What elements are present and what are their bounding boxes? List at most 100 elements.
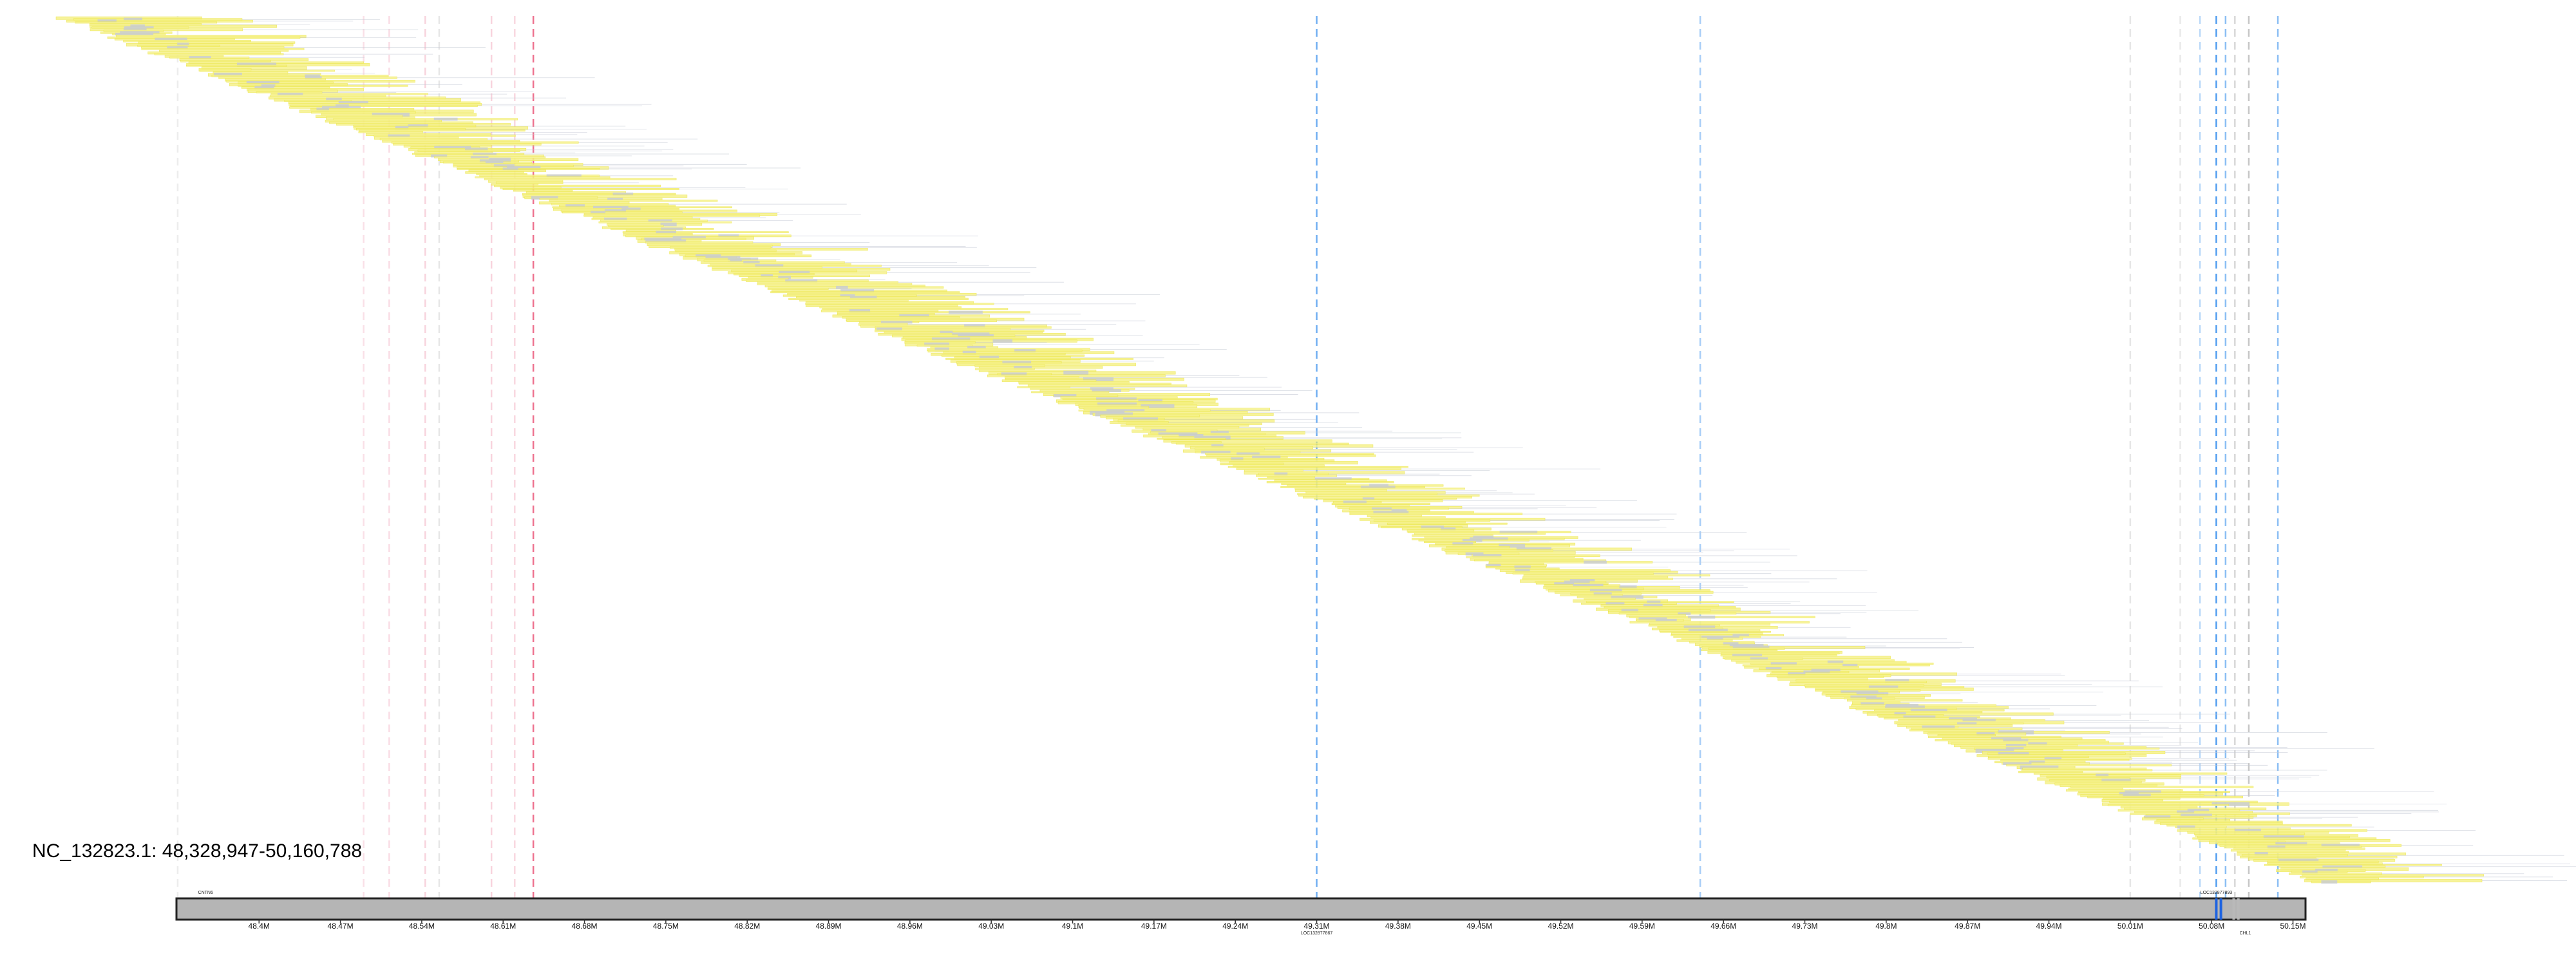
read-alignment[interactable]: [522, 194, 688, 198]
read-alignment[interactable]: [1120, 424, 1249, 427]
read-alignment[interactable]: [1031, 391, 1110, 393]
read-alignment[interactable]: [1298, 494, 1480, 497]
read-alignment[interactable]: [1236, 468, 1402, 470]
read-alignment[interactable]: [622, 231, 789, 234]
read-alignment[interactable]: [846, 319, 997, 323]
read-alignment[interactable]: [2102, 797, 2181, 800]
read-alignment[interactable]: [159, 50, 289, 52]
read-alignment[interactable]: [1523, 574, 1710, 576]
read-alignment[interactable]: [1414, 533, 1546, 535]
read-alignment[interactable]: [358, 131, 424, 133]
read-alignment[interactable]: [1163, 439, 1332, 443]
read-alignment[interactable]: [1017, 386, 1070, 388]
read-alignment[interactable]: [1722, 656, 1891, 659]
read-alignment[interactable]: [583, 214, 761, 217]
read-alignment[interactable]: [941, 354, 1085, 357]
read-alignment[interactable]: [2311, 880, 2371, 884]
read-alignment[interactable]: [1776, 676, 1884, 678]
read-alignment[interactable]: [1294, 488, 1465, 490]
read-alignment[interactable]: [2021, 769, 2153, 772]
read-alignment[interactable]: [552, 206, 732, 209]
read-alignment[interactable]: [837, 311, 1030, 314]
read-alignment[interactable]: [2107, 804, 2230, 806]
read-alignment[interactable]: [502, 188, 679, 190]
read-alignment[interactable]: [1018, 383, 1172, 385]
read-alignment[interactable]: [916, 345, 973, 347]
read-alignment[interactable]: [494, 184, 661, 187]
read-alignment[interactable]: [1629, 616, 1815, 618]
read-alignment[interactable]: [290, 104, 478, 107]
read-alignment[interactable]: [645, 241, 753, 243]
read-alignment[interactable]: [358, 129, 526, 132]
read-alignment[interactable]: [819, 306, 961, 308]
read-alignment[interactable]: [2237, 851, 2349, 853]
read-alignment[interactable]: [1466, 556, 1575, 558]
read-alignment[interactable]: [138, 41, 296, 44]
read-alignment[interactable]: [186, 64, 287, 67]
read-alignment[interactable]: [379, 138, 488, 140]
read-alignment[interactable]: [1909, 729, 2000, 732]
read-alignment[interactable]: [957, 363, 1136, 366]
read-alignment[interactable]: [141, 46, 285, 49]
read-alignment[interactable]: [799, 299, 909, 302]
read-alignment[interactable]: [2000, 759, 2130, 761]
read-alignment[interactable]: [1175, 442, 1349, 445]
read-alignment[interactable]: [1206, 454, 1376, 457]
read-alignment[interactable]: [1660, 630, 1771, 633]
read-alignment[interactable]: [1244, 469, 1303, 472]
read-alignment[interactable]: [1229, 461, 1358, 465]
read-alignment[interactable]: [796, 296, 965, 299]
read-alignment[interactable]: [685, 254, 812, 258]
read-alignment[interactable]: [468, 169, 547, 172]
read-alignment[interactable]: [1742, 664, 1930, 667]
read-alignment[interactable]: [1847, 699, 1963, 702]
read-alignment[interactable]: [1937, 734, 1996, 737]
read-alignment[interactable]: [768, 286, 944, 289]
read-alignment[interactable]: [1331, 502, 1430, 505]
read-alignment[interactable]: [75, 21, 218, 24]
read-alignment[interactable]: [757, 281, 898, 283]
read-alignment[interactable]: [805, 303, 994, 305]
read-alignment[interactable]: [141, 48, 305, 50]
read-alignment[interactable]: [1227, 466, 1408, 468]
read-alignment[interactable]: [2018, 771, 2083, 773]
read-alignment[interactable]: [1701, 649, 1778, 652]
read-alignment[interactable]: [1157, 437, 1226, 440]
read-alignment[interactable]: [767, 288, 829, 290]
read-alignment[interactable]: [200, 70, 335, 72]
read-alignment[interactable]: [2198, 839, 2391, 842]
read-alignment[interactable]: [1512, 573, 1654, 575]
read-alignment[interactable]: [391, 141, 579, 144]
read-alignment[interactable]: [1790, 681, 1927, 683]
read-alignment[interactable]: [945, 357, 1133, 360]
read-alignment[interactable]: [2070, 786, 2254, 788]
read-alignment[interactable]: [1473, 559, 1606, 562]
read-alignment[interactable]: [1258, 477, 1370, 480]
read-alignment[interactable]: [1618, 612, 1737, 615]
read-alignment[interactable]: [562, 211, 683, 214]
read-alignment[interactable]: [412, 153, 525, 155]
read-alignment[interactable]: [1030, 388, 1135, 390]
read-alignment[interactable]: [513, 189, 573, 192]
read-alignment[interactable]: [475, 176, 611, 178]
read-alignment-track[interactable]: [55, 16, 2576, 884]
read-alignment[interactable]: [2192, 837, 2377, 840]
read-alignment[interactable]: [1721, 652, 1840, 655]
read-alignment[interactable]: [770, 291, 960, 294]
read-alignment[interactable]: [539, 198, 663, 200]
read-alignment[interactable]: [484, 178, 677, 180]
chromosome-ruler-bar[interactable]: [175, 897, 2307, 921]
read-alignment[interactable]: [2033, 772, 2228, 775]
read-alignment[interactable]: [978, 366, 1103, 369]
read-alignment[interactable]: [1883, 717, 2011, 720]
read-alignment[interactable]: [333, 118, 518, 120]
read-alignment[interactable]: [1105, 416, 1244, 420]
read-alignment[interactable]: [1205, 453, 1374, 455]
coordinate-ruler[interactable]: [175, 897, 2307, 921]
read-alignment[interactable]: [1988, 755, 2089, 759]
read-alignment[interactable]: [1267, 476, 1316, 478]
read-alignment[interactable]: [2240, 855, 2398, 858]
read-alignment[interactable]: [2166, 824, 2352, 827]
read-alignment[interactable]: [591, 218, 701, 220]
read-alignment[interactable]: [549, 200, 718, 202]
